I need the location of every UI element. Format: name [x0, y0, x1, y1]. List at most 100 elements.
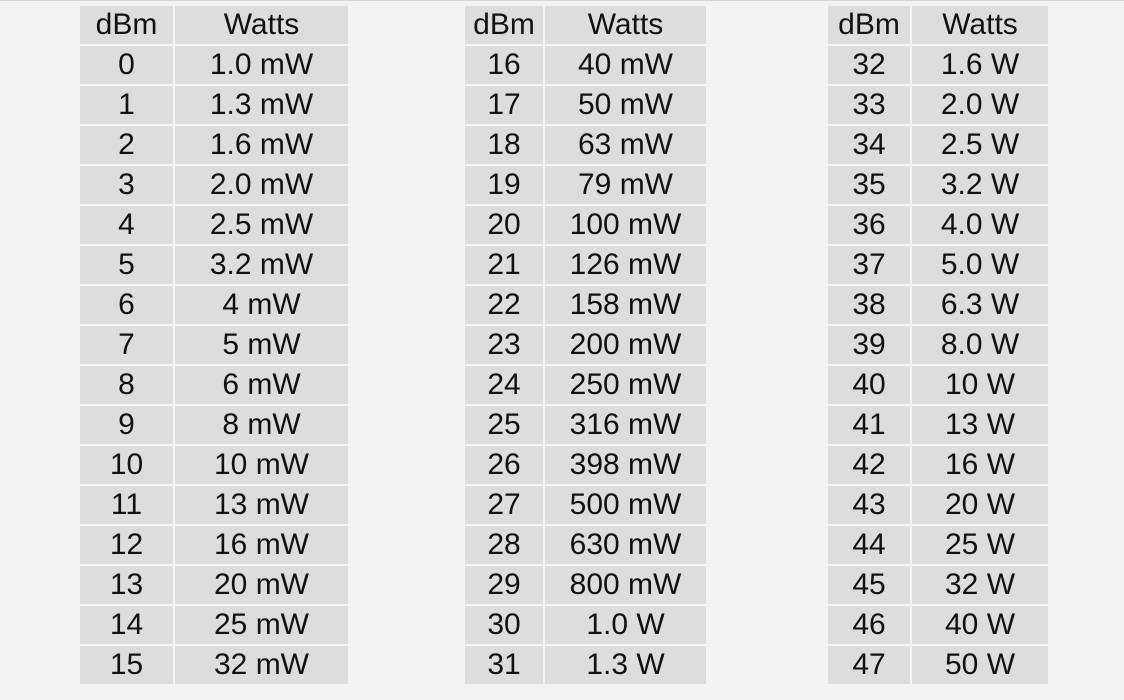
- table-row: 17 50 mW: [465, 86, 706, 124]
- table-row: 11 13 mW: [80, 486, 348, 524]
- watts-cell: 32 W: [912, 566, 1048, 604]
- watts-cell: 3.2 mW: [175, 246, 348, 284]
- watts-cell: 13 mW: [175, 486, 348, 524]
- watts-cell: 1.6 mW: [175, 126, 348, 164]
- watts-cell: 158 mW: [545, 286, 706, 324]
- dbm-cell: 29: [465, 566, 543, 604]
- table-row: 19 79 mW: [465, 166, 706, 204]
- dbm-column-header: dBm: [80, 6, 173, 44]
- dbm-cell: 30: [465, 606, 543, 644]
- dbm-cell: 33: [828, 86, 910, 124]
- dbm-watts-table-3: dBm Watts 32 1.6 W 33 2.0 W 34 2.5 W 35 3.2 W 36…: [826, 4, 1050, 686]
- table-header-row: dBm Watts: [80, 6, 348, 44]
- dbm-watts-table-1: dBm Watts 0 1.0 mW 1 1.3 mW 2 1.6 mW 3 2.0 mW 4 2…: [78, 4, 350, 686]
- dbm-cell: 1: [80, 86, 173, 124]
- dbm-cell: 6: [80, 286, 173, 324]
- watts-cell: 8.0 W: [912, 326, 1048, 364]
- dbm-cell: 24: [465, 366, 543, 404]
- dbm-cell: 7: [80, 326, 173, 364]
- dbm-cell: 18: [465, 126, 543, 164]
- dbm-cell: 23: [465, 326, 543, 364]
- dbm-cell: 25: [465, 406, 543, 444]
- watts-cell: 1.0 W: [545, 606, 706, 644]
- table-row: 30 1.0 W: [465, 606, 706, 644]
- table-body: 32 1.6 W 33 2.0 W 34 2.5 W 35 3.2 W 36 4.0 W 37 5.0…: [828, 46, 1048, 684]
- dbm-cell: 43: [828, 486, 910, 524]
- watts-cell: 200 mW: [545, 326, 706, 364]
- watts-cell: 25 mW: [175, 606, 348, 644]
- watts-cell: 126 mW: [545, 246, 706, 284]
- watts-cell: 25 W: [912, 526, 1048, 564]
- dbm-cell: 39: [828, 326, 910, 364]
- table-row: 24 250 mW: [465, 366, 706, 404]
- watts-cell: 316 mW: [545, 406, 706, 444]
- watts-cell: 250 mW: [545, 366, 706, 404]
- watts-cell: 100 mW: [545, 206, 706, 244]
- table-row: 15 32 mW: [80, 646, 348, 684]
- watts-cell: 800 mW: [545, 566, 706, 604]
- watts-cell: 16 W: [912, 446, 1048, 484]
- dbm-cell: 22: [465, 286, 543, 324]
- watts-column-header: Watts: [175, 6, 348, 44]
- watts-cell: 1.0 mW: [175, 46, 348, 84]
- watts-cell: 20 W: [912, 486, 1048, 524]
- dbm-cell: 47: [828, 646, 910, 684]
- top-border-line: [0, 0, 1124, 1]
- watts-cell: 5 mW: [175, 326, 348, 364]
- watts-cell: 1.3 W: [545, 646, 706, 684]
- watts-cell: 8 mW: [175, 406, 348, 444]
- dbm-cell: 15: [80, 646, 173, 684]
- watts-cell: 13 W: [912, 406, 1048, 444]
- watts-cell: 398 mW: [545, 446, 706, 484]
- table-row: 29 800 mW: [465, 566, 706, 604]
- table-row: 10 10 mW: [80, 446, 348, 484]
- dbm-column-header: dBm: [465, 6, 543, 44]
- watts-cell: 1.6 W: [912, 46, 1048, 84]
- watts-cell: 4.0 W: [912, 206, 1048, 244]
- dbm-cell: 35: [828, 166, 910, 204]
- dbm-cell: 14: [80, 606, 173, 644]
- table-row: 23 200 mW: [465, 326, 706, 364]
- table-row: 35 3.2 W: [828, 166, 1048, 204]
- dbm-cell: 37: [828, 246, 910, 284]
- dbm-cell: 27: [465, 486, 543, 524]
- dbm-cell: 20: [465, 206, 543, 244]
- table-row: 13 20 mW: [80, 566, 348, 604]
- table-row: 38 6.3 W: [828, 286, 1048, 324]
- table-row: 36 4.0 W: [828, 206, 1048, 244]
- table-row: 5 3.2 mW: [80, 246, 348, 284]
- watts-column-header: Watts: [545, 6, 706, 44]
- watts-cell: 2.0 W: [912, 86, 1048, 124]
- dbm-cell: 2: [80, 126, 173, 164]
- table-row: 47 50 W: [828, 646, 1048, 684]
- table-row: 32 1.6 W: [828, 46, 1048, 84]
- dbm-cell: 4: [80, 206, 173, 244]
- watts-cell: 63 mW: [545, 126, 706, 164]
- table-row: 34 2.5 W: [828, 126, 1048, 164]
- table-body: 16 40 mW 17 50 mW 18 63 mW 19 79 mW 20 100 mW 21 12…: [465, 46, 706, 684]
- dbm-cell: 44: [828, 526, 910, 564]
- table-row: 22 158 mW: [465, 286, 706, 324]
- dbm-cell: 10: [80, 446, 173, 484]
- watts-cell: 10 mW: [175, 446, 348, 484]
- watts-cell: 5.0 W: [912, 246, 1048, 284]
- dbm-cell: 41: [828, 406, 910, 444]
- dbm-cell: 3: [80, 166, 173, 204]
- table-row: 18 63 mW: [465, 126, 706, 164]
- table-row: 26 398 mW: [465, 446, 706, 484]
- table-row: 45 32 W: [828, 566, 1048, 604]
- table-body: 0 1.0 mW 1 1.3 mW 2 1.6 mW 3 2.0 mW 4 2.5 mW 5 3.2 …: [80, 46, 348, 684]
- table-row: 27 500 mW: [465, 486, 706, 524]
- watts-cell: 40 W: [912, 606, 1048, 644]
- watts-cell: 16 mW: [175, 526, 348, 564]
- watts-cell: 32 mW: [175, 646, 348, 684]
- dbm-cell: 9: [80, 406, 173, 444]
- watts-cell: 6 mW: [175, 366, 348, 404]
- dbm-cell: 13: [80, 566, 173, 604]
- watts-cell: 4 mW: [175, 286, 348, 324]
- dbm-cell: 17: [465, 86, 543, 124]
- watts-cell: 50 mW: [545, 86, 706, 124]
